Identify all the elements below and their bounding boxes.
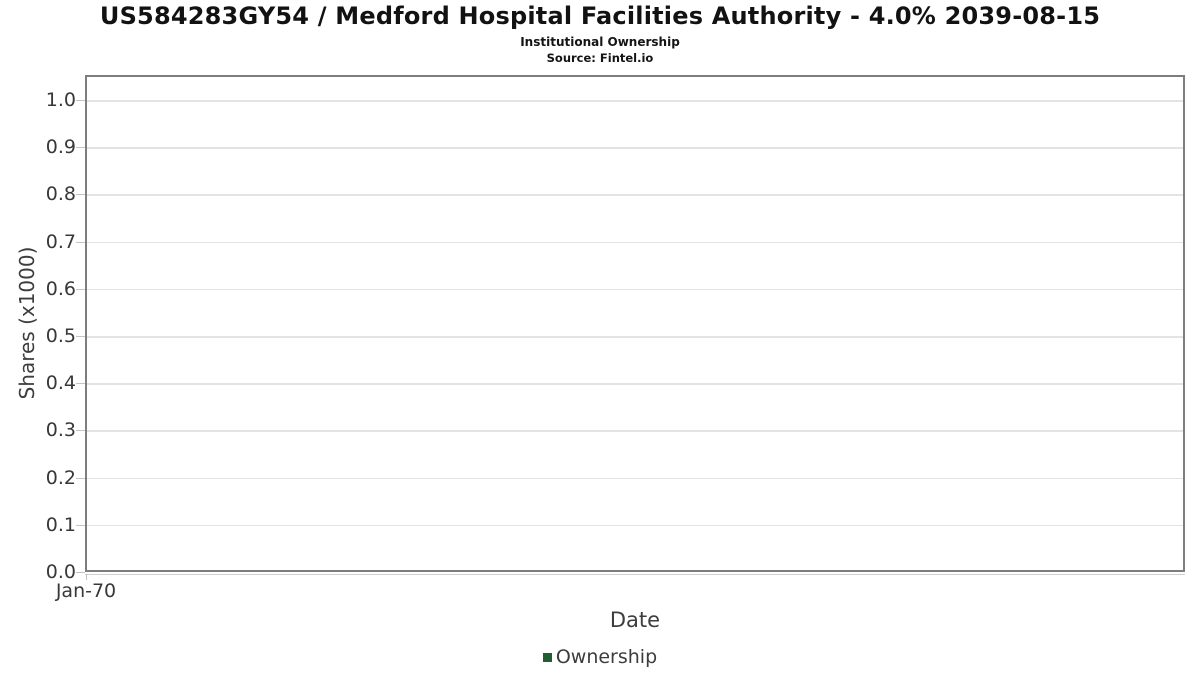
y-tick-label: 0.3 bbox=[45, 419, 76, 442]
x-tick-label: Jan-70 bbox=[55, 580, 117, 602]
y-axis-title: Shares (x1000) bbox=[15, 246, 39, 400]
gridline bbox=[87, 524, 1183, 527]
gridline bbox=[87, 241, 1183, 244]
legend-marker-square-icon bbox=[542, 653, 552, 662]
plot-area bbox=[85, 75, 1185, 572]
y-tick-mark bbox=[76, 383, 85, 385]
chart-subtitle: Institutional Ownership bbox=[520, 35, 680, 49]
x-tick-mark bbox=[86, 574, 87, 580]
y-tick-mark bbox=[76, 194, 85, 196]
gridline bbox=[87, 288, 1183, 291]
y-tick-mark bbox=[76, 572, 85, 573]
legend-label: Ownership bbox=[555, 646, 658, 668]
gridline bbox=[87, 477, 1183, 480]
y-tick-label: 0.2 bbox=[45, 466, 76, 489]
y-tick-mark bbox=[76, 336, 85, 337]
y-tick-mark bbox=[76, 524, 85, 526]
y-tick-label: 0.7 bbox=[45, 230, 76, 253]
y-tick-mark bbox=[76, 147, 85, 149]
y-tick-mark bbox=[76, 477, 85, 479]
gridline bbox=[87, 147, 1183, 149]
y-tick-label: 0.1 bbox=[45, 513, 76, 536]
y-tick-mark bbox=[76, 288, 85, 290]
y-tick-label: 0.4 bbox=[45, 372, 76, 395]
y-tick-label: 0.5 bbox=[45, 325, 76, 347]
gridline bbox=[87, 194, 1183, 196]
chart-source-credit: Source: Fintel.io bbox=[546, 51, 654, 65]
y-tick-label: 0.6 bbox=[45, 277, 76, 300]
legend-item-ownership[interactable]: Ownership bbox=[542, 646, 658, 668]
y-tick-mark bbox=[76, 241, 85, 243]
y-tick-mark bbox=[76, 430, 85, 432]
gridline bbox=[87, 100, 1183, 102]
chart-title: US584283GY54 / Medford Hospital Faciliti… bbox=[99, 2, 1101, 30]
gridline bbox=[87, 336, 1183, 338]
y-tick-label: 0.0 bbox=[45, 561, 76, 583]
gridline bbox=[87, 383, 1183, 385]
x-axis-baseline bbox=[85, 574, 1185, 575]
gridline bbox=[87, 430, 1183, 432]
legend: Ownership bbox=[0, 646, 1200, 668]
x-axis-title: Date bbox=[609, 608, 661, 632]
y-tick-mark bbox=[76, 100, 85, 101]
y-tick-label: 0.9 bbox=[45, 136, 76, 159]
y-tick-label: 1.0 bbox=[45, 89, 76, 111]
y-tick-label: 0.8 bbox=[45, 183, 76, 206]
